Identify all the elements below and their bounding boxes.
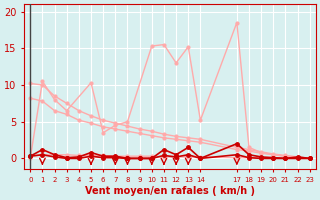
- X-axis label: Vent moyen/en rafales ( km/h ): Vent moyen/en rafales ( km/h ): [85, 186, 255, 196]
